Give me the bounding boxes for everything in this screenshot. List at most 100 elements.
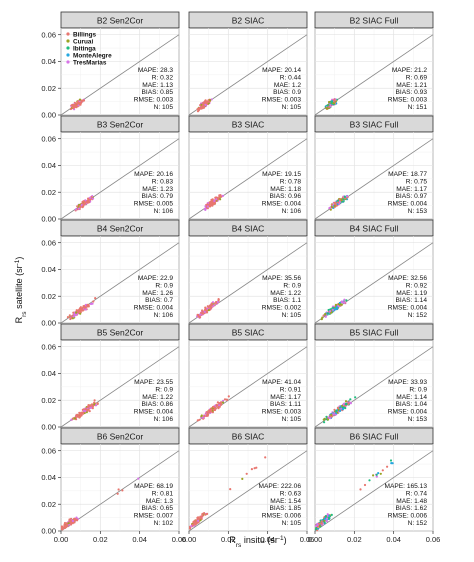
data-point (73, 104, 76, 107)
stat-mape: MAPE: 22.9 (138, 275, 174, 282)
y-tick-label: 0.04 (41, 161, 56, 170)
data-point (87, 197, 90, 200)
data-point (375, 475, 378, 478)
data-point (192, 521, 195, 524)
data-point (342, 407, 345, 410)
stat-bias: BIAS: 1.04 (395, 401, 427, 408)
data-point (241, 477, 244, 480)
stat-bias: BIAS: 0.96 (269, 193, 301, 200)
stat-n: N: 105 (282, 104, 302, 111)
stat-mape: MAPE: 28.3 (138, 67, 174, 74)
stat-mape: MAPE: 32.56 (388, 275, 427, 282)
stat-mape: MAPE: 21.2 (392, 67, 428, 74)
data-point (79, 312, 82, 315)
y-tick-label: 0.00 (41, 527, 56, 536)
stat-bias: BIAS: 1.62 (395, 505, 427, 512)
stat-rmse: RMSE: 0.005 (134, 201, 174, 208)
stat-n: N: 105 (282, 312, 302, 319)
data-point (320, 522, 323, 525)
stat-n: N: 152 (408, 312, 428, 319)
data-point (70, 418, 73, 421)
y-tick-label: 0.02 (41, 500, 56, 509)
data-point (250, 468, 253, 471)
data-point (200, 103, 203, 106)
data-point (340, 198, 343, 201)
y-tick-label: 0.02 (41, 84, 56, 93)
data-point (330, 413, 333, 416)
one-to-one-line (60, 450, 180, 532)
x-tick-label: 0.06 (172, 535, 187, 544)
stat-mape: MAPE: 35.56 (262, 275, 301, 282)
stat-bias: BIAS: 1.1 (273, 297, 301, 304)
data-point (375, 473, 378, 476)
data-point (198, 315, 201, 318)
data-point (323, 421, 326, 424)
data-point (80, 101, 83, 104)
y-tick-label: 0.06 (41, 30, 56, 39)
data-point (72, 315, 75, 318)
data-point (316, 525, 320, 529)
data-point (349, 398, 352, 401)
legend-marker (66, 46, 70, 50)
panel-title: B2 Sen2Cor (97, 16, 143, 26)
stat-rmse: RMSE: 0.004 (388, 409, 428, 416)
data-point (335, 306, 338, 309)
data-point (255, 466, 258, 469)
stat-r: R: 0.44 (280, 74, 302, 81)
data-point (222, 399, 225, 402)
data-point (194, 523, 197, 526)
data-point (334, 413, 337, 416)
data-point (68, 314, 71, 317)
x-tick-label: 0.04 (386, 535, 401, 544)
stat-mape: MAPE: 19.15 (262, 171, 301, 178)
legend-label: Curuai (73, 38, 93, 45)
data-point (326, 517, 329, 520)
legend: BillingsCuruaiIbitingaMonteAlegreTresMar… (66, 31, 112, 66)
data-point (214, 196, 217, 199)
stat-mae: MAE: 1.2 (274, 82, 301, 89)
data-point (345, 299, 348, 302)
data-point (89, 196, 92, 199)
legend-marker (66, 32, 70, 36)
stat-rmse: RMSE: 0.004 (388, 201, 428, 208)
stat-mae: MAE: 1.17 (270, 394, 301, 401)
data-point (89, 406, 92, 409)
stat-mape: MAPE: 41.04 (262, 379, 301, 386)
data-point (314, 528, 318, 531)
x-tick-label: 0.04 (132, 535, 147, 544)
stat-r: R: 0.63 (280, 490, 302, 497)
data-point (324, 315, 327, 318)
data-point (338, 200, 341, 204)
data-point (207, 100, 210, 103)
data-point (200, 515, 203, 518)
stat-rmse: RMSE: 0.003 (134, 97, 174, 104)
data-point (207, 309, 210, 312)
data-point (64, 525, 67, 528)
data-point (334, 303, 338, 306)
x-tick-label: 0.06 (300, 535, 315, 544)
stat-n: N: 106 (154, 312, 174, 319)
data-point (209, 201, 212, 204)
data-point (203, 207, 206, 210)
data-point (332, 413, 335, 416)
stat-n: N: 152 (408, 520, 428, 527)
stat-rmse: RMSE: 0.004 (388, 305, 428, 312)
x-tick-label: 0.04 (260, 535, 275, 544)
data-point (218, 404, 221, 407)
y-tick-label: 0.06 (41, 342, 56, 351)
stat-mape: MAPE: 23.55 (134, 379, 173, 386)
data-point (214, 407, 217, 410)
data-point (94, 297, 97, 300)
x-tick-label: 0.00 (308, 535, 323, 544)
panel-title: B5 SIAC (232, 328, 265, 338)
stat-bias: BIAS: 0.85 (141, 89, 173, 96)
stat-rmse: RMSE: 0.004 (134, 409, 174, 416)
data-point (77, 310, 80, 313)
data-point (206, 411, 209, 414)
stat-r: R: 0.9 (155, 282, 173, 289)
data-point (87, 200, 90, 203)
